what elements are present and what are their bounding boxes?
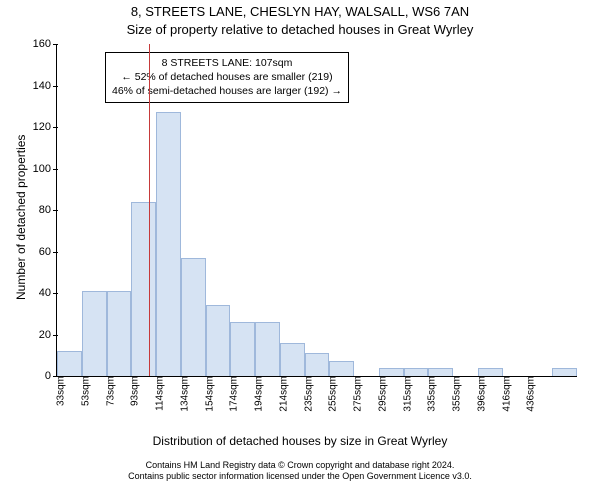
x-tick-label: 194sqm — [250, 376, 265, 412]
x-tick-label: 416sqm — [497, 376, 512, 412]
histogram-bar — [280, 343, 305, 376]
chart-container: 8, STREETS LANE, CHESLYN HAY, WALSALL, W… — [0, 0, 600, 500]
chart-title-line2: Size of property relative to detached ho… — [0, 22, 600, 37]
x-tick-label: 114sqm — [151, 376, 166, 411]
x-tick-label: 315sqm — [398, 376, 413, 412]
x-tick-label: 396sqm — [472, 376, 487, 412]
x-tick-label: 355sqm — [448, 376, 463, 412]
y-axis-label: Number of detached properties — [14, 135, 28, 300]
y-tick-label: 40 — [39, 287, 57, 299]
histogram-bar — [230, 322, 255, 376]
histogram-bar — [305, 353, 330, 376]
histogram-bar — [57, 351, 82, 376]
y-tick-label: 160 — [33, 38, 57, 50]
histogram-bar — [404, 368, 429, 376]
x-tick-label: 436sqm — [522, 376, 537, 412]
histogram-bar — [131, 202, 156, 376]
chart-title-line1: 8, STREETS LANE, CHESLYN HAY, WALSALL, W… — [0, 4, 600, 19]
histogram-bar — [255, 322, 280, 376]
y-tick-label: 60 — [39, 246, 57, 258]
annotation-line1: 8 STREETS LANE: 107sqm — [112, 56, 342, 70]
y-tick-label: 20 — [39, 329, 57, 341]
histogram-bar — [82, 291, 107, 376]
histogram-bar — [428, 368, 453, 376]
histogram-bar — [552, 368, 577, 376]
plot-area: 8 STREETS LANE: 107sqm ← 52% of detached… — [56, 44, 577, 377]
y-tick-label: 140 — [33, 80, 57, 92]
x-tick-label: 174sqm — [225, 376, 240, 412]
histogram-bar — [329, 361, 354, 376]
x-tick-label: 134sqm — [175, 376, 190, 412]
y-tick-label: 80 — [39, 204, 57, 216]
annotation-box: 8 STREETS LANE: 107sqm ← 52% of detached… — [105, 52, 349, 103]
histogram-bar — [181, 258, 206, 376]
x-tick-label: 235sqm — [299, 376, 314, 412]
attribution: Contains HM Land Registry data © Crown c… — [0, 460, 600, 483]
histogram-bar — [379, 368, 404, 376]
x-tick-label: 255sqm — [324, 376, 339, 412]
annotation-line3: 46% of semi-detached houses are larger (… — [112, 84, 342, 98]
x-tick-label: 335sqm — [423, 376, 438, 412]
x-tick-label: 295sqm — [373, 376, 388, 412]
x-tick-label: 73sqm — [101, 376, 116, 406]
histogram-bar — [107, 291, 132, 376]
property-marker-line — [149, 44, 150, 376]
x-tick-label: 53sqm — [76, 376, 91, 406]
y-tick-label: 120 — [33, 121, 57, 133]
x-tick-label: 154sqm — [200, 376, 215, 412]
x-tick-label: 275sqm — [349, 376, 364, 412]
x-tick-label: 93sqm — [126, 376, 141, 406]
histogram-bar — [156, 112, 181, 376]
y-tick-label: 100 — [33, 163, 57, 175]
x-axis-label: Distribution of detached houses by size … — [0, 434, 600, 448]
attribution-line2: Contains public sector information licen… — [0, 471, 600, 482]
attribution-line1: Contains HM Land Registry data © Crown c… — [0, 460, 600, 471]
x-tick-label: 214sqm — [274, 376, 289, 412]
annotation-line2: ← 52% of detached houses are smaller (21… — [112, 70, 342, 84]
histogram-bar — [206, 305, 231, 376]
x-tick-label: 33sqm — [52, 376, 67, 406]
histogram-bar — [478, 368, 503, 376]
